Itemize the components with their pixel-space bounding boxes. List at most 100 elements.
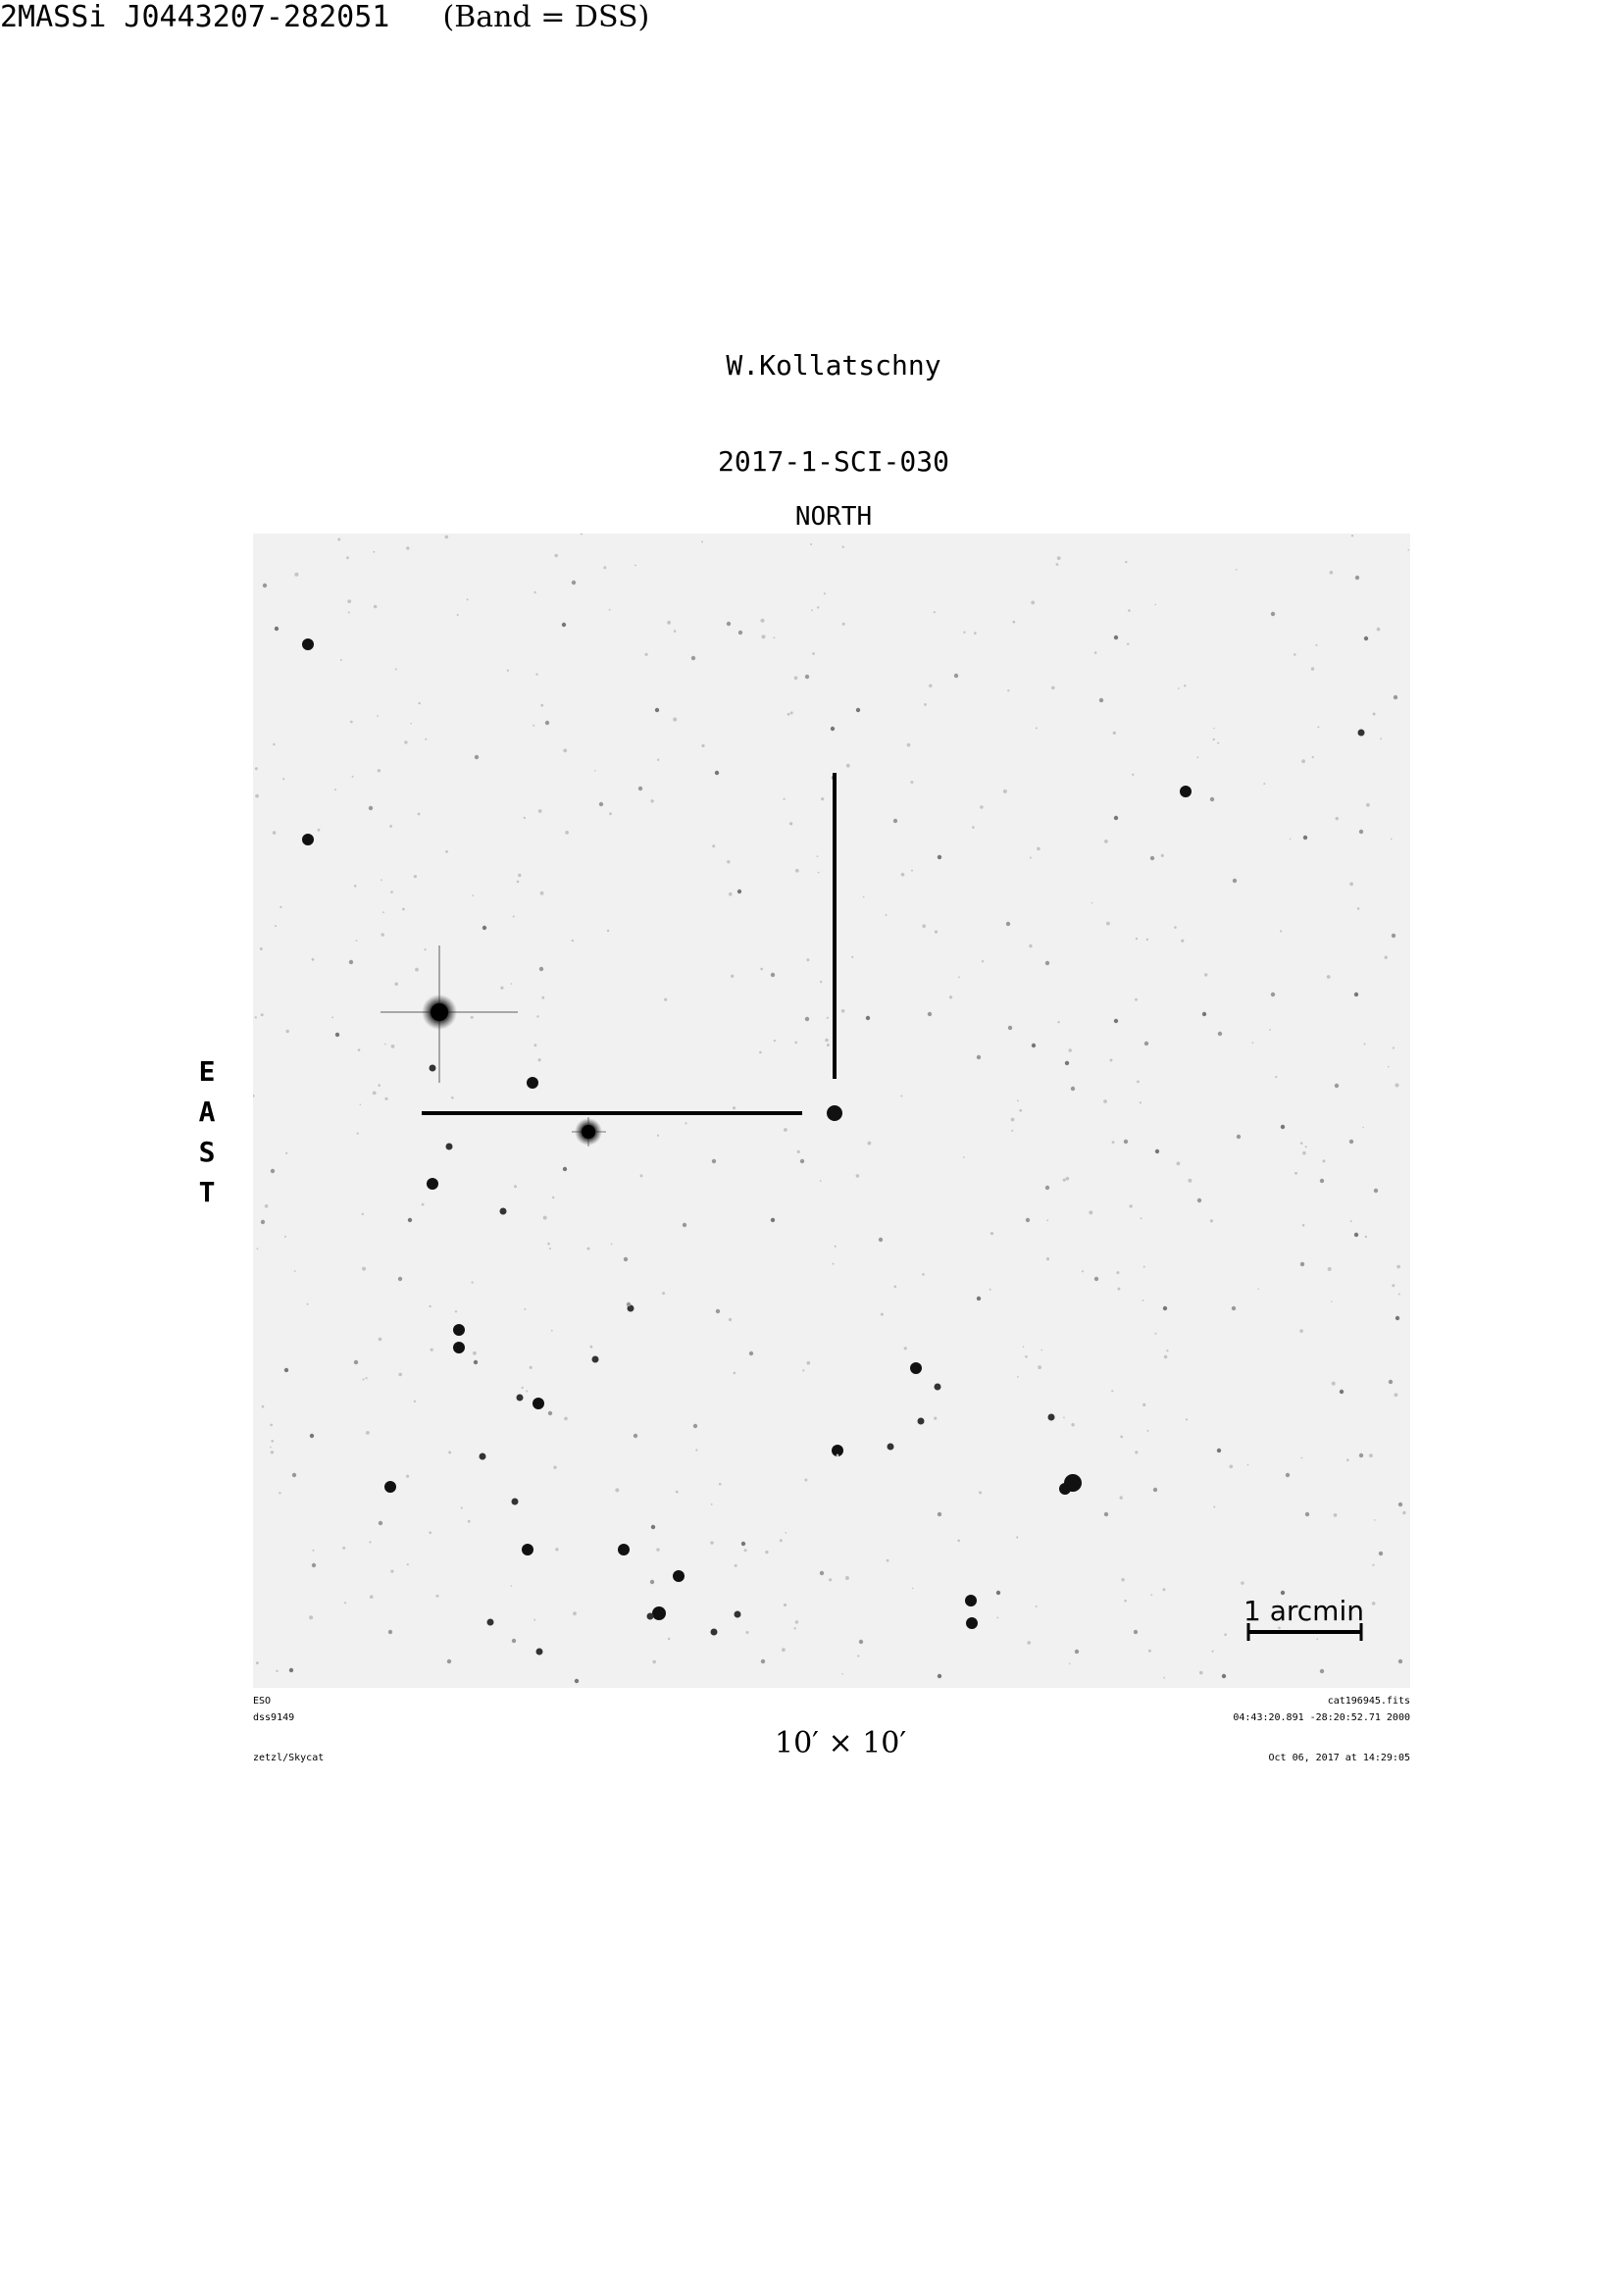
sky-noise (1294, 1171, 1297, 1175)
star (1216, 1448, 1222, 1453)
sky-noise (1311, 755, 1314, 759)
sky-noise (1166, 1350, 1169, 1352)
sky-noise (548, 1248, 551, 1250)
sky-noise (1269, 1029, 1271, 1031)
star (1339, 1389, 1345, 1395)
sky-noise (512, 915, 515, 918)
sky-noise (979, 1491, 983, 1495)
sky-noise (732, 1106, 736, 1110)
star (770, 972, 776, 978)
star (486, 1618, 494, 1626)
sky-noise (594, 770, 596, 772)
star (623, 1256, 629, 1262)
star (830, 726, 836, 732)
sky-noise (255, 793, 259, 798)
sky-noise (1128, 609, 1131, 612)
sky-noise (729, 892, 733, 896)
sky-noise (603, 566, 607, 570)
sky-noise (1369, 1453, 1373, 1457)
sky-noise (1188, 1178, 1193, 1183)
sky-noise (365, 1377, 368, 1380)
sky-noise (867, 1141, 872, 1146)
star (1270, 992, 1276, 997)
sky-noise (378, 1084, 381, 1087)
star (1209, 796, 1215, 802)
sky-noise (1184, 685, 1187, 688)
star (429, 1064, 436, 1072)
sky-noise (1162, 1588, 1166, 1592)
sky-noise (886, 1558, 889, 1562)
sky-noise (1301, 1224, 1305, 1227)
sky-noise (963, 631, 966, 634)
sky-noise (996, 1616, 999, 1619)
sky-noise (1224, 1633, 1227, 1636)
sky-noise (893, 1285, 897, 1289)
sky-noise (518, 873, 522, 878)
sky-noise (472, 894, 475, 896)
star (1363, 636, 1369, 641)
sky-noise (1350, 535, 1354, 537)
sky-noise (657, 758, 660, 761)
sky-noise (1142, 1300, 1144, 1301)
sky-noise (369, 1541, 372, 1544)
sky-noise (1031, 600, 1036, 605)
sky-noise (533, 590, 536, 594)
sky-noise (1111, 1141, 1115, 1144)
sky-noise (390, 1569, 394, 1573)
sky-noise (1300, 1456, 1303, 1459)
sky-noise (783, 797, 786, 800)
sky-noise (788, 822, 793, 826)
sky-noise (1071, 1423, 1075, 1427)
sky-noise (293, 1270, 296, 1272)
sky-noise (1211, 1650, 1214, 1653)
sky-noise (270, 1423, 273, 1427)
sky-noise (1346, 1458, 1349, 1461)
sky-noise (1016, 1536, 1019, 1539)
sky-noise (911, 869, 913, 872)
star (618, 1544, 630, 1555)
sky-noise (841, 545, 844, 548)
sky-noise (765, 1550, 769, 1555)
sky-noise (820, 980, 823, 984)
sky-noise (1045, 1257, 1050, 1261)
sky-noise (1012, 620, 1016, 624)
sky-noise (806, 958, 810, 962)
sky-noise (1135, 997, 1138, 1001)
sky-noise (606, 929, 610, 933)
sky-noise (1349, 882, 1353, 887)
star (1070, 1086, 1076, 1092)
sky-noise (1025, 1355, 1028, 1358)
sky-noise (817, 871, 820, 874)
star (858, 1639, 864, 1645)
star (726, 621, 732, 627)
sky-noise (929, 684, 933, 688)
sky-noise (382, 911, 384, 914)
sky-noise (948, 995, 953, 999)
sky-noise (255, 1661, 259, 1665)
star (283, 1367, 289, 1373)
sky-noise (540, 703, 544, 707)
sky-noise (701, 743, 705, 747)
sky-noise (346, 556, 349, 560)
sky-noise (609, 812, 612, 816)
sky-noise (1366, 802, 1370, 807)
sky-noise (356, 1132, 359, 1135)
star (736, 889, 742, 894)
star (714, 770, 720, 776)
star (274, 626, 279, 632)
star (1354, 575, 1360, 581)
star (407, 1217, 413, 1223)
sky-noise (906, 742, 911, 747)
sky-noise (1209, 1219, 1213, 1223)
star (302, 638, 314, 650)
sky-noise (841, 1673, 843, 1675)
sky-noise (1038, 1365, 1041, 1370)
star (1395, 1315, 1400, 1321)
sky-noise (270, 1451, 275, 1454)
star (682, 1222, 687, 1228)
sky-noise (1392, 1046, 1396, 1049)
sky-noise (421, 1202, 425, 1206)
target-title: 2MASSi J0443207-282051 (Band = DSS) (0, 0, 649, 34)
sky-noise (398, 1372, 402, 1377)
sky-noise (1275, 1075, 1278, 1079)
